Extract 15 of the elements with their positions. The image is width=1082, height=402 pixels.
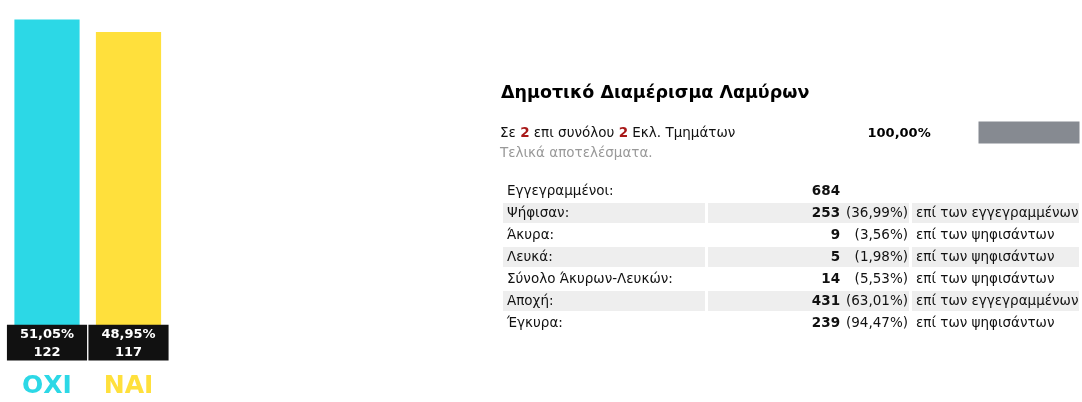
data-label: 51,05% 122 [19, 325, 75, 360]
text: Σύνολο Άκυρων-Λευκών: 14 (5,53%) επί των ψηφισάντων [507, 270, 1055, 287]
text: Αποχή: 431 (63,01%) επί των εγγεγραμμένων [507, 292, 1079, 309]
text: Άκυρα: 9 (3,56%) επί των ψηφισάντων [507, 226, 1055, 243]
x-tick-label: ΝΑΙ [103, 370, 154, 399]
x-tick-label: ΟΧΙ [22, 370, 72, 399]
text: Σε 2 επι συνόλου 2 Εκλ. Τμημάτων [500, 123, 736, 142]
text: Λευκά: 5 (1,98%) επί των ψηφισάντων [507, 248, 1055, 265]
text: Τελικά αποτελέσματα. [500, 143, 653, 162]
text: Εγγεγραμμένοι: 684 [507, 182, 841, 199]
text: Ψήφισαν: 253 (36,99%) επί των εγγεγραμμένων [507, 204, 1079, 221]
data-label: 100,00% [867, 125, 931, 140]
text: Δημοτικό Διαμέρισμα Λαμύρων [501, 81, 810, 104]
text: Έγκυρα: 239 (94,47%) επί των ψηφισάντων [507, 314, 1055, 331]
data-label: 48,95% 117 [101, 325, 156, 360]
